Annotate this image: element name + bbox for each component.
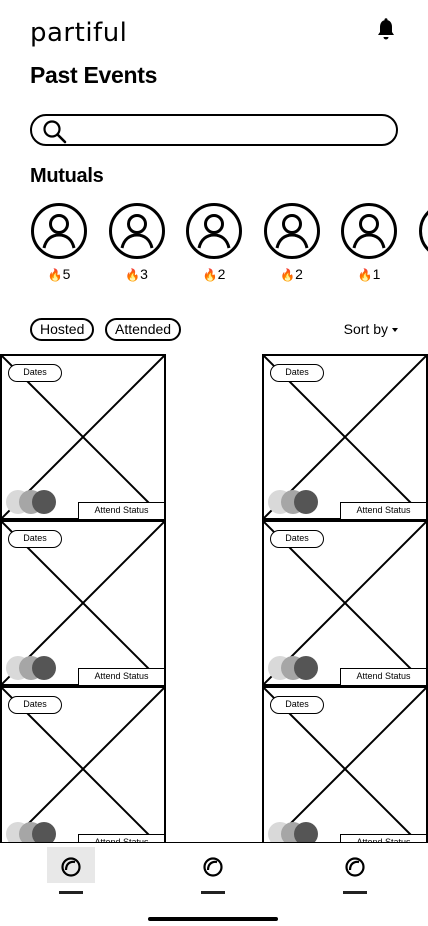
- mutual-avatar[interactable]: 🔥3: [108, 202, 168, 288]
- mutual-score-value: 1: [372, 266, 381, 282]
- event-card[interactable]: Dates Attend Status: [0, 686, 166, 844]
- tab-indicator: [201, 891, 225, 894]
- event-card[interactable]: Dates Attend Status: [262, 686, 428, 844]
- tab-bar: [0, 842, 428, 926]
- attendee-avatars: [6, 656, 62, 682]
- attend-status-badge: Attend Status: [78, 668, 164, 685]
- mutuals-list: 🔥5 🔥3 🔥2 🔥2 🔥1: [30, 202, 428, 292]
- attendee-avatars: [268, 822, 324, 844]
- user-circle-icon: [31, 203, 87, 259]
- tab-indicator: [343, 891, 367, 894]
- event-card[interactable]: Dates Attend Status: [262, 354, 428, 520]
- circle-swirl-icon: [203, 857, 223, 877]
- dates-badge: Dates: [8, 364, 62, 382]
- page-title: Past Events: [30, 62, 158, 88]
- mutual-score: 🔥5: [30, 266, 88, 282]
- mutual-avatar[interactable]: 🔥2: [185, 202, 245, 288]
- user-circle-icon: [341, 203, 397, 259]
- dates-badge: Dates: [8, 530, 62, 548]
- search-input[interactable]: [74, 118, 384, 142]
- mutual-score: 🔥1: [340, 266, 398, 282]
- event-card[interactable]: Dates Attend Status: [0, 520, 166, 686]
- home-indicator: [148, 917, 278, 921]
- dates-badge: Dates: [8, 696, 62, 714]
- attendee-avatar: [32, 490, 56, 514]
- attend-status-badge: Attend Status: [78, 834, 164, 844]
- mutual-score: 🔥2: [185, 266, 243, 282]
- dates-badge: Dates: [270, 364, 324, 382]
- circle-swirl-icon: [61, 857, 81, 877]
- events-grid: Dates Attend Status Dates Attend Status Date…: [0, 354, 428, 844]
- attend-status-badge: Attend Status: [340, 668, 426, 685]
- attendee-avatars: [6, 490, 62, 516]
- user-circle-icon: [418, 209, 428, 253]
- mutual-avatar[interactable]: 🔥5: [30, 202, 90, 288]
- tab-item[interactable]: [189, 847, 237, 894]
- sort-by-button[interactable]: Sort by: [344, 321, 398, 337]
- fire-icon: 🔥: [125, 268, 141, 282]
- search-icon: [43, 120, 67, 144]
- tab-item[interactable]: [47, 847, 95, 894]
- sort-by-label: Sort by: [343, 321, 388, 337]
- dates-badge: Dates: [270, 696, 324, 714]
- user-circle-icon: [108, 203, 165, 259]
- attendee-avatar: [294, 490, 318, 514]
- attendee-avatar: [32, 822, 56, 844]
- attendee-avatar: [294, 656, 318, 680]
- filter-bar: Hosted Attended Sort by: [30, 318, 398, 342]
- dates-badge: Dates: [270, 530, 324, 548]
- tab-item[interactable]: [331, 847, 379, 894]
- bell-icon[interactable]: [376, 18, 396, 42]
- circle-swirl-icon: [345, 857, 365, 877]
- mutual-score-value: 2: [295, 266, 303, 282]
- user-circle-icon: [263, 203, 320, 259]
- attendee-avatars: [268, 490, 324, 516]
- mutual-score: 🔥2: [263, 266, 321, 282]
- mutual-score-value: 2: [217, 266, 226, 282]
- fire-icon: 🔥: [357, 268, 373, 282]
- fire-icon: 🔥: [280, 268, 296, 282]
- mutual-score-value: 3: [140, 266, 148, 282]
- search-bar[interactable]: [30, 114, 398, 146]
- user-circle-icon: [186, 203, 242, 259]
- hosted-chip[interactable]: Hosted: [30, 318, 95, 341]
- header: partiful: [30, 14, 400, 54]
- tab-indicator: [59, 891, 83, 894]
- mutual-avatar[interactable]: [418, 202, 428, 288]
- attendee-avatars: [268, 656, 324, 682]
- attended-chip[interactable]: Attended: [105, 318, 182, 341]
- attendee-avatar: [32, 656, 56, 680]
- mutual-score-value: 5: [62, 266, 71, 282]
- attend-status-badge: Attend Status: [340, 834, 426, 844]
- attendee-avatar: [294, 822, 318, 844]
- fire-icon: 🔥: [47, 268, 63, 282]
- mutuals-title: Mutuals: [30, 165, 104, 187]
- attend-status-badge: Attend Status: [340, 502, 426, 519]
- fire-icon: 🔥: [202, 268, 218, 282]
- mutual-score: 🔥3: [108, 266, 166, 282]
- mutual-avatar[interactable]: 🔥1: [340, 202, 400, 288]
- attendee-avatars: [6, 822, 62, 844]
- attend-status-badge: Attend Status: [78, 502, 164, 519]
- event-card[interactable]: Dates Attend Status: [262, 520, 428, 686]
- caret-down-icon: [392, 328, 398, 333]
- mutual-avatar[interactable]: 🔥2: [263, 202, 323, 288]
- partiful-logo: partiful: [30, 18, 128, 48]
- event-card[interactable]: Dates Attend Status: [0, 354, 166, 520]
